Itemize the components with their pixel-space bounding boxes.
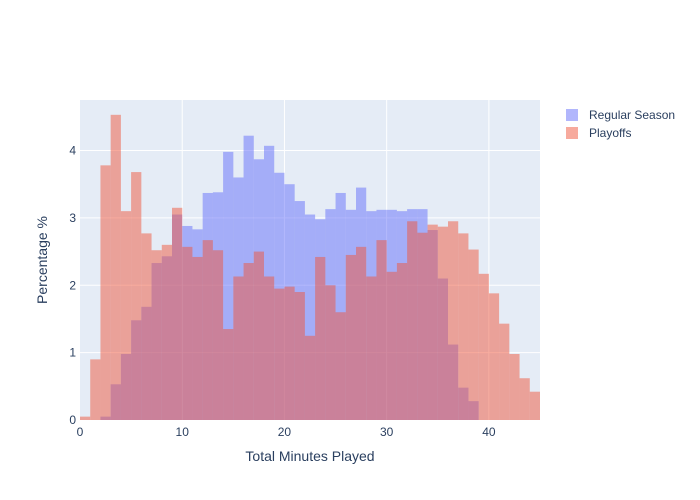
histogram-bar[interactable] — [294, 292, 305, 420]
histogram-bar[interactable] — [386, 271, 397, 420]
histogram-bar[interactable] — [131, 172, 142, 420]
histogram-bar[interactable] — [304, 335, 316, 420]
bars — [80, 114, 540, 421]
x-tick-label: 20 — [278, 425, 292, 439]
x-tick-label: 10 — [176, 425, 190, 439]
histogram-bar[interactable] — [304, 214, 316, 420]
histogram-bar[interactable] — [448, 221, 459, 420]
y-tick-label: 0 — [69, 413, 76, 427]
histogram-bar[interactable] — [172, 207, 183, 420]
histogram-bar[interactable] — [345, 254, 356, 420]
histogram-bar[interactable] — [519, 378, 530, 420]
y-axis-title: Percentage % — [34, 216, 50, 304]
histogram-bar[interactable] — [120, 211, 132, 420]
series-playoffs — [80, 114, 540, 421]
histogram-bar[interactable] — [396, 263, 408, 420]
histogram-bar[interactable] — [100, 165, 111, 420]
histogram-bar[interactable] — [356, 246, 367, 420]
histogram-bar[interactable] — [202, 240, 213, 420]
histogram-bar[interactable] — [417, 232, 428, 420]
histogram-bar[interactable] — [376, 240, 387, 420]
histogram-bar[interactable] — [325, 285, 336, 420]
histogram-bar[interactable] — [274, 288, 285, 420]
histogram-bar[interactable] — [458, 233, 469, 420]
histogram-bar[interactable] — [192, 256, 203, 420]
histogram-bar[interactable] — [427, 224, 438, 420]
histogram-bar[interactable] — [110, 114, 121, 421]
histogram-bar[interactable] — [335, 192, 346, 420]
y-tick-label: 2 — [69, 278, 76, 292]
histogram-bar[interactable] — [315, 256, 326, 420]
x-tick-label: 30 — [380, 425, 394, 439]
legend-swatch-playoffs — [566, 127, 578, 139]
legend-label-regular-season: Regular Season — [589, 108, 675, 122]
histogram-bar[interactable] — [161, 244, 172, 420]
y-tick-label: 1 — [69, 346, 76, 360]
histogram-bar[interactable] — [90, 359, 101, 420]
legend-label-playoffs: Playoffs — [589, 126, 631, 140]
x-axis-title: Total Minutes Played — [245, 448, 374, 464]
histogram-bar[interactable] — [284, 286, 295, 420]
histogram-bar[interactable] — [223, 329, 234, 420]
histogram-bar[interactable] — [335, 312, 346, 420]
histogram-bar[interactable] — [529, 391, 540, 420]
legend-item-regular-season[interactable]: Regular Season — [566, 108, 675, 122]
legend-item-playoffs[interactable]: Playoffs — [566, 126, 631, 140]
histogram-bar[interactable] — [478, 273, 489, 420]
histogram-bar[interactable] — [233, 276, 244, 420]
histogram-bar[interactable] — [437, 226, 448, 420]
x-tick-label: 40 — [482, 425, 496, 439]
histogram-bar[interactable] — [243, 263, 254, 420]
histogram-bar[interactable] — [499, 323, 510, 420]
y-tick-label: 3 — [69, 211, 76, 225]
histogram-bar[interactable] — [253, 251, 264, 420]
histogram-bar[interactable] — [509, 353, 520, 420]
histogram-bar[interactable] — [468, 249, 479, 420]
histogram-bar[interactable] — [366, 276, 377, 420]
x-tick-label: 0 — [77, 425, 84, 439]
histogram-bar[interactable] — [212, 250, 224, 420]
histogram-bar[interactable] — [151, 250, 162, 420]
histogram-bar[interactable] — [141, 233, 152, 420]
histogram-bar[interactable] — [223, 151, 234, 420]
legend[interactable]: Regular Season Playoffs — [566, 108, 675, 140]
histogram-bar[interactable] — [264, 276, 275, 420]
legend-swatch-regular-season — [566, 109, 578, 121]
y-tick-label: 4 — [69, 144, 76, 158]
histogram-bar[interactable] — [488, 293, 500, 420]
histogram-bar[interactable] — [80, 416, 91, 420]
histogram-bar[interactable] — [182, 246, 193, 420]
histogram-bar[interactable] — [407, 221, 418, 420]
